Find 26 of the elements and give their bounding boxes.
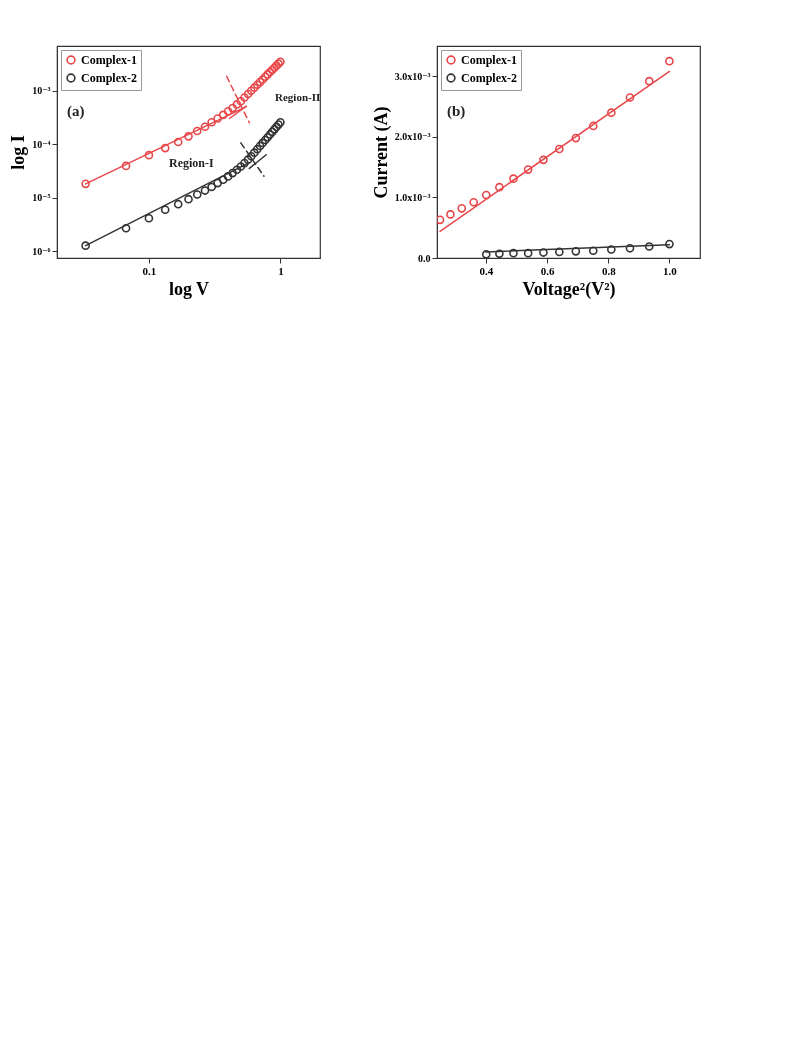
annotation: (a) <box>67 103 85 120</box>
x-tick-label: 0.6 <box>540 264 555 277</box>
x-axis-title: log V <box>168 278 210 299</box>
x-tick-label: 0.8 <box>601 264 617 277</box>
y-tick-label: 10⁻⁴ <box>32 138 51 150</box>
y-tick-label: 3.0x10⁻³ <box>394 70 431 82</box>
y-tick-label: 0.0 <box>418 252 431 264</box>
y-axis-title: Current (A) <box>370 106 392 199</box>
legend-label: Complex-2 <box>81 71 137 85</box>
x-tick-label: 1.0 <box>663 264 678 277</box>
annotation: (b) <box>447 103 466 120</box>
y-tick-label: 10⁻⁵ <box>32 192 51 204</box>
x-axis-title: Voltage²(V²) <box>522 278 616 300</box>
y-tick-label: 10⁻³ <box>32 85 51 97</box>
y-axis-title: log I <box>8 135 29 170</box>
y-tick-label: 2.0x10⁻³ <box>394 131 431 143</box>
annotation: Region-I <box>169 156 214 170</box>
legend-label: Complex-2 <box>461 71 517 85</box>
y-tick-label: 10⁻⁶ <box>32 245 51 257</box>
y-tick-label: 1.0x10⁻³ <box>394 191 431 203</box>
x-tick-label: 0.1 <box>142 264 157 277</box>
x-tick-label: 1 <box>278 264 284 277</box>
x-tick-label: 0.4 <box>479 264 494 277</box>
legend-label: Complex-1 <box>461 53 517 67</box>
legend-label: Complex-1 <box>81 53 137 67</box>
annotation: Region-II <box>275 91 321 103</box>
